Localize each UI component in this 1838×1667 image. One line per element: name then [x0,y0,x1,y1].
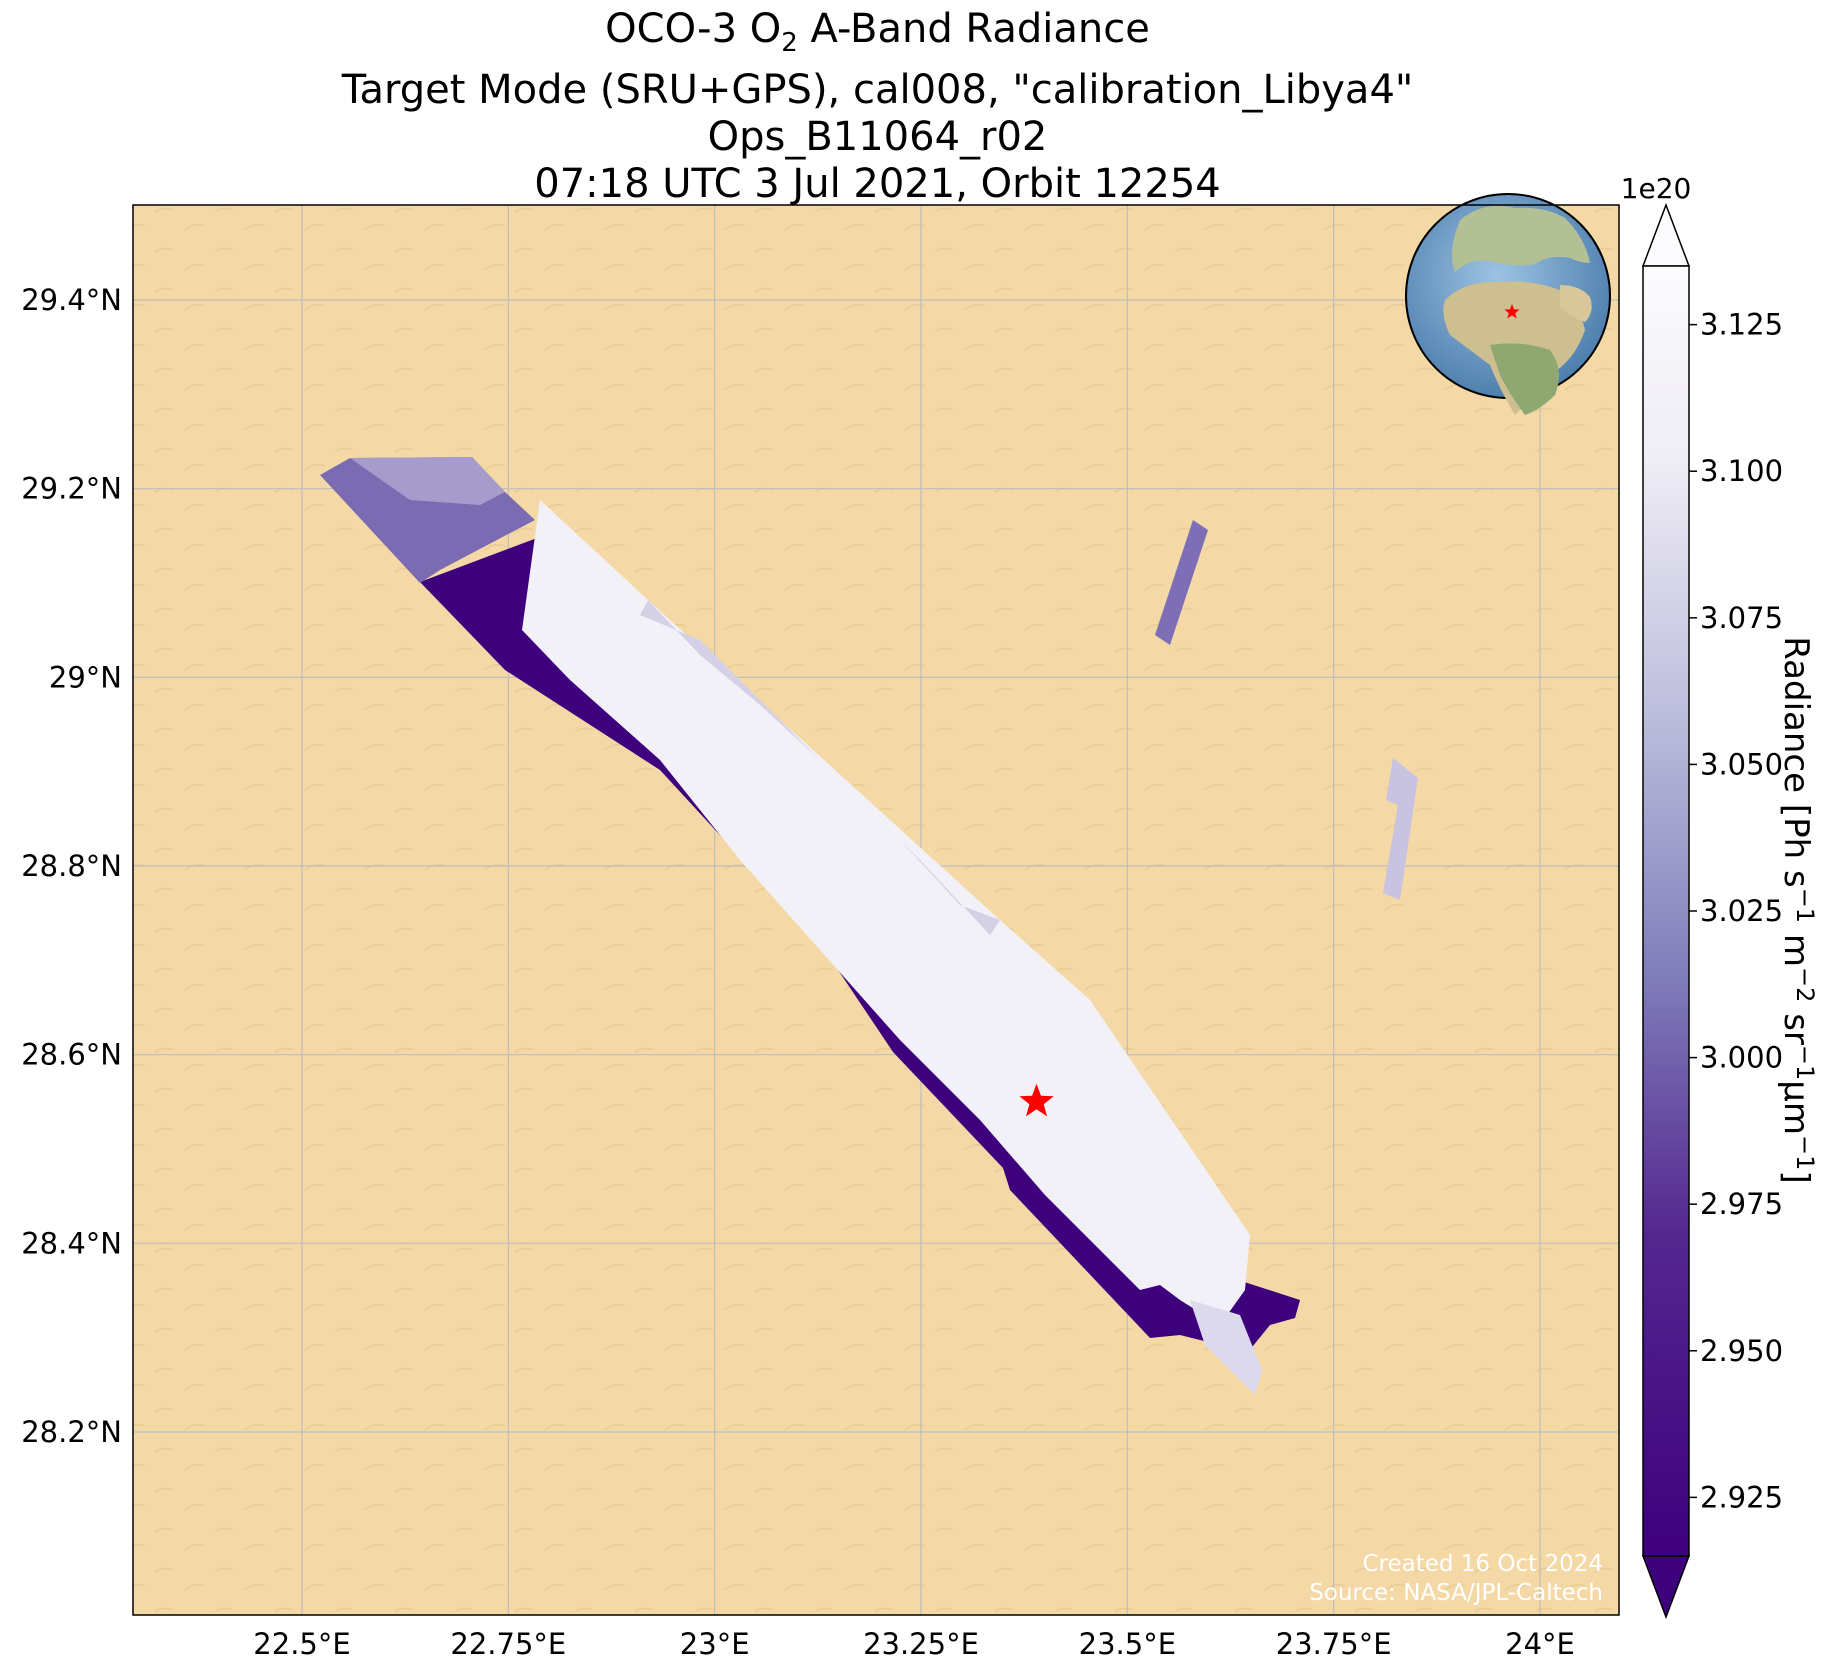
y-tick-label: 28.8°N [21,849,122,883]
x-tick-label: 24°E [1505,1627,1575,1661]
colorbar-tick-label: 3.125 [1700,308,1783,342]
credit-source: Source: NASA/JPL-Caltech [1309,1580,1603,1606]
title-text-tail: A-Band Radiance [797,6,1150,52]
colorbar-tick-label: 3.050 [1700,747,1783,781]
x-tick-label: 22.5°E [253,1627,350,1661]
chart-title: OCO-3 O2 A-Band Radiance Target Mode (SR… [0,6,1755,208]
colorbar-tick-label: 3.000 [1700,1041,1783,1075]
title-line-2: Target Mode (SRU+GPS), cal008, "calibrat… [341,67,1414,113]
y-axis-ticks: 28.2°N 28.4°N 28.6°N 28.8°N 29°N 29.2°N 29.4°N [21,283,122,1449]
y-tick-label: 29.2°N [21,472,122,506]
colorbar-multiplier: 1e20 [1621,172,1692,205]
colorbar-tick-label: 3.025 [1700,894,1783,928]
globe-europe-land [1451,205,1590,272]
swath-right-strip-1 [1155,520,1208,645]
x-tick-label: 23.25°E [863,1627,979,1661]
colorbar-tick-label: 3.100 [1700,454,1783,488]
title-text: OCO-3 O [605,6,782,52]
colorbar-tick-label: 2.950 [1700,1334,1783,1368]
colorbar-tick-label: 2.925 [1700,1480,1783,1514]
credit-created: Created 16 Oct 2024 [1362,1551,1603,1577]
globe-target-star-icon [1504,304,1520,319]
colorbar-extend-top [1641,202,1691,267]
y-tick-label: 28.4°N [21,1226,122,1260]
y-tick-label: 29°N [49,660,122,694]
colorbar-tick-label: 3.075 [1700,601,1783,635]
title-subscript: 2 [781,28,798,58]
inset-globe [1405,193,1611,415]
colorbar-gradient [1642,265,1690,1557]
globe-arabia-land [1560,285,1592,322]
swath-right-strip-2 [1383,758,1418,900]
target-star-shape [1019,1083,1054,1117]
y-tick-label: 28.6°N [21,1038,122,1072]
x-tick-label: 22.75°E [450,1627,566,1661]
swath-lavender-top [350,457,505,505]
target-star-icon [1019,1083,1054,1117]
colorbar-label: Radiance [Ph s−1 m−2 sr−1μm−1] [1776,636,1819,1183]
colorbar-extend-bottom [1641,1555,1691,1620]
x-tick-label: 23.75°E [1276,1627,1392,1661]
title-line-4: 07:18 UTC 3 Jul 2021, Orbit 12254 [534,161,1221,207]
x-tick-label: 23°E [680,1627,750,1661]
swath-lower-tail [1190,1300,1262,1395]
x-tick-label: 23.5°E [1079,1627,1176,1661]
title-line-1: OCO-3 O2 A-Band Radiance [0,6,1755,67]
y-tick-label: 28.2°N [21,1415,122,1449]
swath-white-core [522,500,1250,1325]
colorbar: 1e20 2.925 2.950 2.975 3.000 3.025 3.050 3.075… [1621,172,1819,1620]
radiance-swath [320,457,1418,1395]
x-axis-ticks: 22.5°E 22.75°E 23°E 23.25°E 23.5°E 23.75°E 24°… [253,1627,1575,1661]
colorbar-tick-label: 2.975 [1700,1187,1783,1221]
colorbar-ticks: 2.925 2.950 2.975 3.000 3.025 3.050 3.075 3.100… [1689,308,1783,1514]
map-frame [132,204,1620,1616]
y-tick-label: 29.4°N [21,283,122,317]
globe-africa-green [1490,343,1559,415]
title-line-3: Ops_B11064_r02 [707,114,1048,160]
